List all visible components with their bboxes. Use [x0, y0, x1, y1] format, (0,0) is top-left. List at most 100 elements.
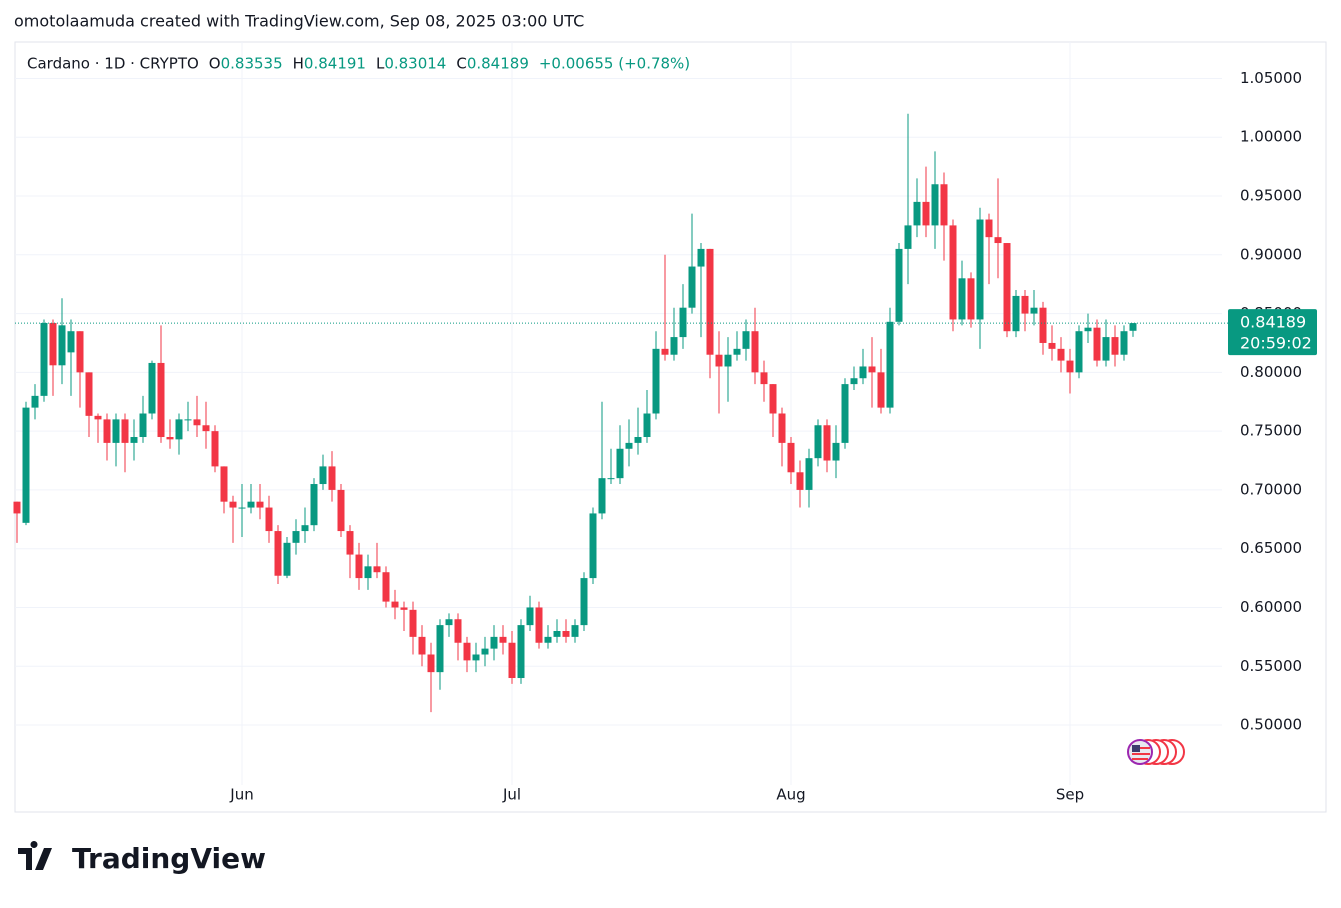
y-tick-label: 0.55000 [1240, 657, 1302, 675]
y-tick-label: 0.75000 [1240, 422, 1302, 440]
candle-body [706, 248, 714, 355]
brand: TradingView [72, 842, 266, 875]
candle-body [175, 419, 183, 440]
candle-body [103, 419, 111, 443]
candle-body [625, 442, 633, 449]
candle-body [904, 225, 912, 249]
candle-body [382, 572, 390, 602]
candle-body [859, 366, 867, 379]
chart-frame [14, 41, 1327, 813]
y-tick-label: 1.05000 [1240, 69, 1302, 87]
candle-body [481, 648, 489, 655]
candle-body [58, 325, 66, 366]
x-tick-label: Jul [502, 786, 521, 804]
candle-body [76, 331, 84, 373]
y-tick-label: 0.90000 [1240, 245, 1302, 263]
candle-body [202, 425, 210, 432]
candle-body [994, 237, 1002, 244]
candle-body [436, 625, 444, 673]
candle-body [283, 542, 291, 576]
flag-icon [1127, 739, 1185, 765]
candle-body [850, 378, 858, 385]
candle-body [967, 278, 975, 320]
y-tick-label: 0.50000 [1240, 716, 1302, 734]
change: +0.00655 (+0.78%) [539, 55, 690, 73]
candle-body [760, 372, 768, 385]
grid [15, 42, 1222, 785]
candle-body [958, 278, 966, 320]
candle-body [247, 501, 255, 508]
x-tick-label: Sep [1056, 786, 1084, 804]
candle-body [949, 225, 957, 320]
candle-body [391, 601, 399, 608]
candle-body [265, 507, 273, 532]
last-price-box [1228, 309, 1317, 356]
candle-body [526, 607, 534, 626]
candle-body [112, 419, 120, 443]
candle-body [310, 484, 318, 526]
legend: Cardano · 1D · CRYPTO O 0.83535 H 0.84191 L 0… [27, 55, 690, 73]
candle-body [751, 331, 759, 373]
countdown: 20:59:02 [1240, 334, 1312, 353]
candle-body [544, 636, 552, 643]
candle-body [1057, 348, 1065, 361]
y-tick-label: 0.65000 [1240, 539, 1302, 557]
candle-body [364, 566, 372, 579]
candle-body [580, 578, 588, 626]
candle-body [661, 348, 669, 355]
candle-body [778, 413, 786, 443]
candle-body [733, 348, 741, 355]
candle-body [337, 489, 345, 532]
candle-body [553, 630, 561, 637]
ohlc-value: 0.83535 [221, 55, 283, 73]
candle-body [616, 448, 624, 479]
candle-body [589, 513, 597, 579]
candle-body [643, 413, 651, 438]
candle-body [517, 625, 525, 679]
candle-body [139, 413, 147, 438]
ohlc-value: 0.84189 [467, 55, 529, 73]
candle-body [121, 419, 129, 443]
candle-body [688, 266, 696, 308]
candle-body [508, 642, 516, 679]
candle-body [184, 419, 192, 421]
candle-body [652, 348, 660, 414]
candle-body [832, 442, 840, 461]
candle-body [562, 630, 570, 637]
candle-body [571, 625, 579, 637]
candle-body [1075, 331, 1083, 373]
y-tick-label: 0.95000 [1240, 187, 1302, 205]
candle-body [211, 431, 219, 467]
candle-body [130, 437, 138, 443]
candle-body [1102, 337, 1110, 361]
candle-body [607, 478, 615, 480]
candle-body [805, 458, 813, 490]
candle-body [1030, 307, 1038, 314]
candle-body [679, 307, 687, 338]
candle-body [1039, 307, 1047, 343]
candle-body [634, 437, 642, 443]
candle-body [1066, 360, 1074, 373]
candle-body [535, 607, 543, 643]
x-tick-label: Jun [229, 786, 253, 804]
candle-body [454, 619, 462, 643]
candle-body [355, 554, 363, 579]
candles [13, 113, 1137, 713]
candle-body [841, 384, 849, 443]
symbol: Cardano · 1D · CRYPTO [27, 55, 199, 73]
candle-body [742, 331, 750, 349]
candle-body [22, 407, 30, 523]
candle-body [238, 507, 246, 509]
candle-body [1003, 243, 1011, 332]
candle-body [445, 619, 453, 626]
candle-body [94, 415, 102, 420]
candle-body [670, 337, 678, 355]
ohlc-value: 0.84191 [304, 55, 366, 73]
candle-body [319, 466, 327, 485]
ohlc-key: H [293, 55, 304, 73]
candle-body [166, 437, 174, 440]
last-price-label: 0.84189 [1240, 313, 1306, 332]
candle-body [1129, 323, 1137, 331]
candle-body [868, 366, 876, 373]
